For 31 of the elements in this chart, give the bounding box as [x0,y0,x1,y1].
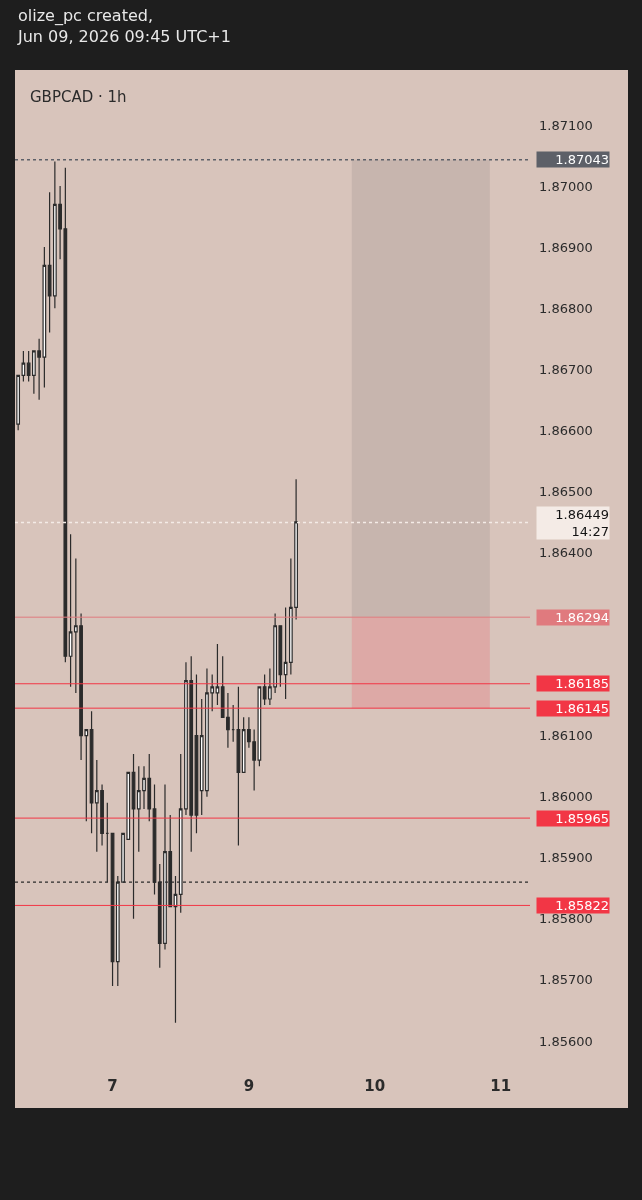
y-tick-label: 1.85600 [539,1033,593,1049]
x-tick-label: 10 [364,1077,386,1095]
ref-line-label: 1.87043 [555,152,609,167]
text: olize_pc created, Jun 09, 2026 09:45 UTC+1 [17,6,231,46]
y-tick-label: 1.86800 [539,300,593,316]
y-tick-label: 1.87100 [539,117,593,133]
y-tick-label: 1.86500 [539,483,593,499]
ref-line-label: 1.85965 [555,811,609,826]
x-tick-label: 7 [107,1077,118,1095]
ref-line-label: 1.86145 [555,701,609,716]
candlestick [231,704,236,743]
ref-line-label: 1.85822 [555,898,609,913]
ref-line-label: 1.86449 14:27 [555,507,609,539]
y-tick-label: 1.87000 [539,178,593,194]
y-tick-label: 1.86600 [539,422,593,438]
candlestick [215,643,220,706]
candlestick [194,673,199,834]
x-tick-label: 9 [243,1077,255,1095]
ref-line-label: 1.86185 [555,676,609,691]
y-tick-label: 1.85900 [539,850,593,866]
y-tick-label: 1.86700 [539,361,593,377]
x-tick-label: 11 [490,1077,512,1095]
candlestick [236,686,241,847]
y-tick-label: 1.86100 [539,728,593,744]
y-tick-label: 1.85700 [539,972,593,988]
y-tick-label: 1.86400 [539,545,593,560]
y-tick-label: 1.86900 [539,239,593,255]
y-tick-label: 1.86000 [539,789,593,805]
text: GBPCAD · 1h [30,88,127,106]
y-tick-label: 1.85800 [539,911,593,927]
ref-line-label: 1.86294 [555,610,609,625]
